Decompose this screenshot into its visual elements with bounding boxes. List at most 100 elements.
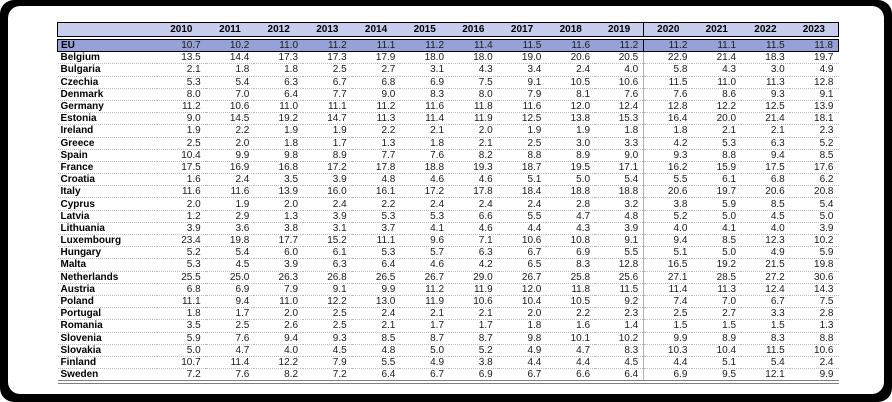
value-cell-portugal-2010: 1.8 bbox=[157, 307, 206, 321]
value-cell-luxembourg-2022: 12.3 bbox=[741, 234, 790, 248]
value-cell-romania-2019: 1.4 bbox=[595, 319, 644, 333]
row-cyprus: Cyprus 2.0 1.9 2.0 2.4 2.2 2.4 2.4 2.4 2.8 3.2 3.8 5… bbox=[57, 197, 839, 211]
value-cell-germany-2010: 11.2 bbox=[157, 100, 206, 114]
value-cell-slovenia-2015: 8.7 bbox=[400, 332, 450, 345]
country-label: Spain bbox=[57, 149, 157, 162]
value-cell-spain-2021: 8.8 bbox=[692, 149, 742, 162]
year-header-2011: 2011 bbox=[205, 22, 255, 37]
value-cell-eu-2016: 11.4 bbox=[449, 38, 498, 53]
value-cell-netherlands-2010: 25.5 bbox=[157, 271, 206, 284]
value-cell-austria-2015: 11.2 bbox=[400, 283, 450, 296]
value-cell-sweden-2022: 12.1 bbox=[741, 368, 790, 385]
value-cell-greece-2021: 5.3 bbox=[692, 137, 742, 150]
value-cell-italy-2016: 17.8 bbox=[449, 185, 498, 199]
value-cell-denmark-2014: 9.0 bbox=[351, 88, 401, 101]
value-cell-belgium-2019: 20.5 bbox=[595, 51, 644, 65]
value-cell-cyprus-2018: 2.8 bbox=[546, 197, 596, 211]
value-cell-greece-2010: 2.5 bbox=[157, 137, 206, 150]
value-cell-france-2016: 19.3 bbox=[449, 161, 498, 175]
year-header-2013: 2013 bbox=[303, 22, 352, 37]
value-cell-latvia-2015: 5.3 bbox=[400, 210, 450, 223]
value-cell-netherlands-2020: 27.1 bbox=[643, 271, 693, 284]
value-cell-germany-2014: 11.2 bbox=[351, 100, 401, 114]
value-cell-portugal-2015: 2.1 bbox=[400, 307, 450, 321]
value-cell-slovenia-2017: 9.8 bbox=[497, 332, 547, 345]
value-cell-italy-2015: 17.2 bbox=[400, 185, 450, 199]
value-cell-france-2022: 17.5 bbox=[741, 161, 790, 175]
value-cell-malta-2018: 8.3 bbox=[546, 258, 596, 272]
value-cell-finland-2020: 4.4 bbox=[643, 356, 693, 370]
value-cell-estonia-2017: 12.5 bbox=[497, 112, 547, 126]
value-cell-belgium-2013: 17.3 bbox=[303, 51, 352, 65]
value-cell-france-2019: 17.1 bbox=[595, 161, 644, 175]
value-cell-ireland-2014: 2.2 bbox=[351, 124, 401, 138]
value-cell-poland-2022: 6.7 bbox=[741, 295, 790, 309]
value-cell-estonia-2016: 11.9 bbox=[449, 112, 498, 126]
value-cell-netherlands-2023: 30.6 bbox=[789, 271, 839, 284]
value-cell-belgium-2015: 18.0 bbox=[400, 51, 450, 65]
value-cell-hungary-2019: 5.5 bbox=[595, 246, 644, 260]
row-latvia: Latvia 1.2 2.9 1.3 3.9 5.3 5.3 6.6 5.5 4.7 4.8 5.2 5… bbox=[57, 210, 839, 223]
value-cell-estonia-2011: 14.5 bbox=[205, 112, 255, 126]
value-cell-slovakia-2010: 5.0 bbox=[157, 344, 206, 357]
value-cell-bulgaria-2014: 2.7 bbox=[351, 63, 401, 77]
content-panel: 2010 2011 2012 2013 2014 2015 2016 2017 2018 2019… bbox=[8, 6, 884, 394]
value-cell-greece-2019: 3.3 bbox=[595, 137, 644, 150]
year-header-2022: 2022 bbox=[741, 22, 790, 37]
value-cell-malta-2022: 21.5 bbox=[741, 258, 790, 272]
year-header-2023: 2023 bbox=[789, 22, 839, 37]
country-label: Estonia bbox=[57, 112, 157, 126]
value-cell-czechia-2020: 11.5 bbox=[643, 76, 693, 89]
value-cell-netherlands-2015: 26.7 bbox=[400, 271, 450, 284]
value-cell-romania-2023: 1.3 bbox=[789, 319, 839, 333]
value-cell-lithuania-2015: 4.1 bbox=[400, 222, 450, 236]
value-cell-finland-2021: 5.1 bbox=[692, 356, 742, 370]
value-cell-greece-2013: 1.7 bbox=[303, 137, 352, 150]
value-cell-slovakia-2019: 8.3 bbox=[595, 344, 644, 357]
row-germany: Germany 11.2 10.6 11.0 11.1 11.2 11.6 11.8 11.6 1… bbox=[57, 100, 839, 114]
value-cell-ireland-2020: 1.8 bbox=[643, 124, 693, 138]
value-cell-eu-2014: 11.1 bbox=[351, 38, 401, 53]
country-label: Romania bbox=[57, 319, 157, 333]
value-cell-netherlands-2014: 26.5 bbox=[351, 271, 401, 284]
country-label: Slovenia bbox=[57, 332, 157, 345]
value-cell-slovenia-2020: 9.9 bbox=[643, 332, 693, 345]
value-cell-greece-2016: 2.1 bbox=[449, 137, 498, 150]
value-cell-portugal-2014: 2.4 bbox=[351, 307, 401, 321]
value-cell-czechia-2022: 11.3 bbox=[741, 76, 790, 89]
value-cell-estonia-2018: 13.8 bbox=[546, 112, 596, 126]
value-cell-lithuania-2016: 4.6 bbox=[449, 222, 498, 236]
value-cell-portugal-2023: 2.8 bbox=[789, 307, 839, 321]
value-cell-romania-2012: 2.6 bbox=[254, 319, 304, 333]
value-cell-croatia-2017: 5.1 bbox=[497, 173, 547, 187]
value-cell-estonia-2022: 21.4 bbox=[741, 112, 790, 126]
value-cell-portugal-2018: 2.2 bbox=[546, 307, 596, 321]
value-cell-luxembourg-2010: 23.4 bbox=[157, 234, 206, 248]
value-cell-lithuania-2012: 3.8 bbox=[254, 222, 304, 236]
value-cell-netherlands-2018: 25.8 bbox=[546, 271, 596, 284]
value-cell-hungary-2022: 4.9 bbox=[741, 246, 790, 260]
value-cell-spain-2020: 9.3 bbox=[643, 149, 693, 162]
value-cell-sweden-2023: 9.9 bbox=[789, 368, 839, 385]
value-cell-romania-2011: 2.5 bbox=[205, 319, 255, 333]
year-header-2014: 2014 bbox=[351, 22, 401, 37]
value-cell-cyprus-2021: 5.9 bbox=[692, 197, 742, 211]
value-cell-ireland-2017: 1.9 bbox=[497, 124, 547, 138]
value-cell-austria-2010: 6.8 bbox=[157, 283, 206, 296]
value-cell-germany-2019: 12.4 bbox=[595, 100, 644, 114]
value-cell-sweden-2013: 7.2 bbox=[303, 368, 352, 385]
value-cell-croatia-2014: 4.8 bbox=[351, 173, 401, 187]
value-cell-cyprus-2023: 5.4 bbox=[789, 197, 839, 211]
country-label: Portugal bbox=[57, 307, 157, 321]
value-cell-cyprus-2013: 2.4 bbox=[303, 197, 352, 211]
value-cell-germany-2012: 11.0 bbox=[254, 100, 304, 114]
value-cell-portugal-2021: 2.7 bbox=[692, 307, 742, 321]
value-cell-croatia-2019: 5.4 bbox=[595, 173, 644, 187]
value-cell-spain-2010: 10.4 bbox=[157, 149, 206, 162]
value-cell-hungary-2010: 5.2 bbox=[157, 246, 206, 260]
value-cell-spain-2016: 8.2 bbox=[449, 149, 498, 162]
value-cell-estonia-2019: 15.3 bbox=[595, 112, 644, 126]
value-cell-croatia-2018: 5.0 bbox=[546, 173, 596, 187]
value-cell-spain-2017: 8.8 bbox=[497, 149, 547, 162]
value-cell-czechia-2023: 12.8 bbox=[789, 76, 839, 89]
